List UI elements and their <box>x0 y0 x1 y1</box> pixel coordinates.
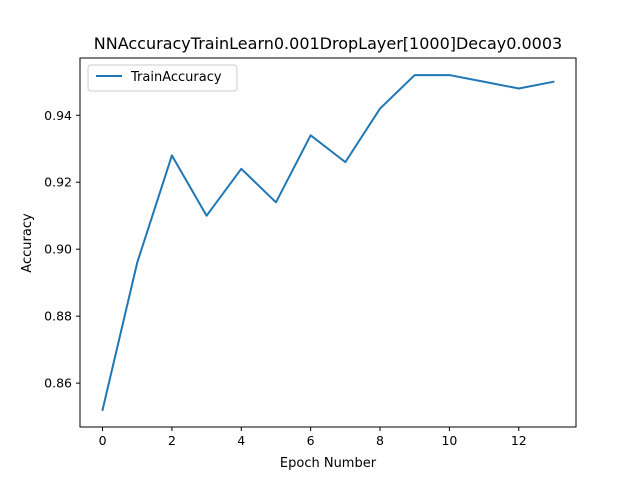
x-tick-label: 8 <box>376 433 384 448</box>
y-axis: 0.86 0.88 0.90 0.92 0.94 <box>44 108 80 391</box>
x-tick-label: 2 <box>168 433 176 448</box>
chart-title: NNAccuracyTrainLearn0.001DropLayer[1000]… <box>94 34 562 53</box>
x-tick-label: 12 <box>511 433 527 448</box>
plot-frame <box>79 57 577 428</box>
series-layer <box>101 74 555 412</box>
y-tick-label: 0.90 <box>44 242 72 257</box>
x-axis: 0 2 4 6 8 10 12 <box>99 427 527 448</box>
y-tick-label: 0.86 <box>44 376 72 391</box>
x-tick-label: 4 <box>237 433 245 448</box>
y-axis-label: Accuracy <box>20 213 35 273</box>
y-tick-label: 0.94 <box>44 108 72 123</box>
y-tick-label: 0.92 <box>44 175 72 190</box>
legend-label: TrainAccuracy <box>130 70 222 85</box>
series-line-trainaccuracy <box>101 74 555 412</box>
x-axis-label: Epoch Number <box>280 456 377 471</box>
x-tick-label: 0 <box>99 433 107 448</box>
legend-box <box>87 64 238 92</box>
legend[interactable]: TrainAccuracy <box>87 64 238 92</box>
x-tick-label: 10 <box>441 433 457 448</box>
y-tick-label: 0.88 <box>44 309 72 324</box>
x-tick-label: 6 <box>307 433 315 448</box>
